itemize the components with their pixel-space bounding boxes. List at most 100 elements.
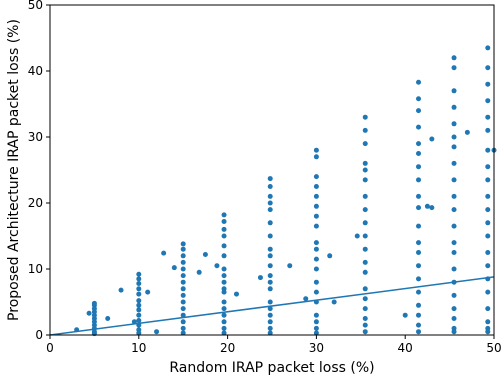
scatter-point (196, 269, 202, 275)
scatter-point (416, 276, 422, 282)
scatter-point (485, 164, 491, 170)
scatter-point (180, 259, 186, 265)
scatter-point (136, 276, 142, 282)
scatter-point (136, 271, 142, 277)
scatter-point (485, 289, 491, 295)
scatter-point (267, 200, 273, 206)
scatter-point (485, 147, 491, 153)
scatter-point (136, 291, 142, 297)
scatter-point (424, 203, 430, 209)
x-tick-label: 50 (486, 341, 501, 355)
scatter-point (180, 241, 186, 247)
plot-frame (49, 4, 495, 336)
scatter-point (221, 218, 227, 224)
scatter-point (416, 151, 422, 156)
scatter-point (416, 177, 422, 183)
scatter-point (267, 279, 273, 285)
scatter-point (180, 266, 186, 272)
scatter-point (267, 176, 273, 182)
scatter-point (136, 312, 142, 318)
scatter-point (416, 164, 422, 170)
scatter-point (451, 240, 457, 246)
scatter-point (416, 263, 422, 269)
scatter-point (136, 307, 142, 313)
y-tick-label: 30 (28, 130, 43, 144)
scatter-point (267, 207, 273, 213)
scatter-point (313, 279, 319, 285)
scatter-point (362, 193, 368, 199)
scatter-point (451, 144, 457, 150)
scatter-point (267, 312, 273, 318)
scatter-point (485, 250, 491, 255)
scatter-point (327, 253, 333, 259)
scatter-point (451, 292, 457, 298)
scatter-point (180, 292, 186, 298)
scatter-point (485, 65, 491, 71)
scatter-point (221, 266, 227, 272)
scatter-point (362, 306, 368, 312)
scatter-point (136, 330, 142, 336)
scatter-point (451, 88, 457, 94)
scatter-point (180, 253, 186, 259)
scatter-point (451, 160, 457, 166)
scatter-point (362, 220, 368, 226)
scatter-point (485, 45, 491, 51)
scatter-point (221, 312, 227, 318)
scatter-point (180, 330, 186, 336)
scatter-point (221, 212, 227, 218)
scatter-point (416, 302, 422, 308)
scatter-point (362, 233, 368, 239)
scatter-point (136, 317, 142, 323)
scatter-point (180, 246, 186, 252)
scatter-point (287, 263, 293, 269)
scatter-point (313, 213, 319, 219)
scatter-point (221, 319, 227, 325)
scatter-point (91, 300, 97, 306)
scatter-point (485, 319, 491, 325)
scatter-point (267, 184, 273, 189)
scatter-point (313, 330, 319, 336)
scatter-point (464, 129, 470, 135)
scatter-point (362, 127, 368, 133)
scatter-point (485, 306, 491, 312)
scatter-point (180, 286, 186, 292)
scatter-point (267, 220, 273, 226)
scatter-point (485, 127, 491, 133)
scatter-point (362, 316, 368, 321)
scatter-point (180, 319, 186, 325)
scatter-point (485, 220, 491, 226)
scatter-point (221, 233, 227, 239)
scatter-point (485, 193, 491, 199)
scatter-point (416, 322, 422, 328)
scatter-point (136, 298, 142, 304)
scatter-point (221, 330, 227, 336)
scatter-point (416, 108, 422, 114)
scatter-point (145, 289, 151, 295)
scatter-point (485, 98, 491, 104)
scatter-point (485, 207, 491, 213)
scatter-point (451, 65, 457, 71)
scatter-point (118, 287, 124, 293)
scatter-point (416, 250, 422, 255)
scatter-point (362, 296, 368, 302)
scatter-point (180, 299, 186, 305)
scatter-point (362, 329, 368, 335)
scatter-point (267, 253, 273, 259)
scatter-point (416, 96, 422, 102)
scatter-point (402, 312, 408, 318)
scatter-point (362, 322, 368, 328)
scatter-point (267, 193, 273, 199)
scatter-point (105, 316, 111, 321)
x-tick-label: 20 (220, 341, 235, 355)
scatter-point (362, 114, 368, 120)
scatter-point (429, 136, 435, 142)
scatter-point (267, 325, 273, 331)
scatter-point (267, 246, 273, 252)
scatter-point (313, 147, 319, 153)
scatter-point (267, 286, 273, 292)
y-tick-label: 10 (28, 262, 43, 276)
scatter-point (362, 269, 368, 275)
scatter-point (161, 250, 167, 256)
scatter-point (362, 167, 368, 173)
